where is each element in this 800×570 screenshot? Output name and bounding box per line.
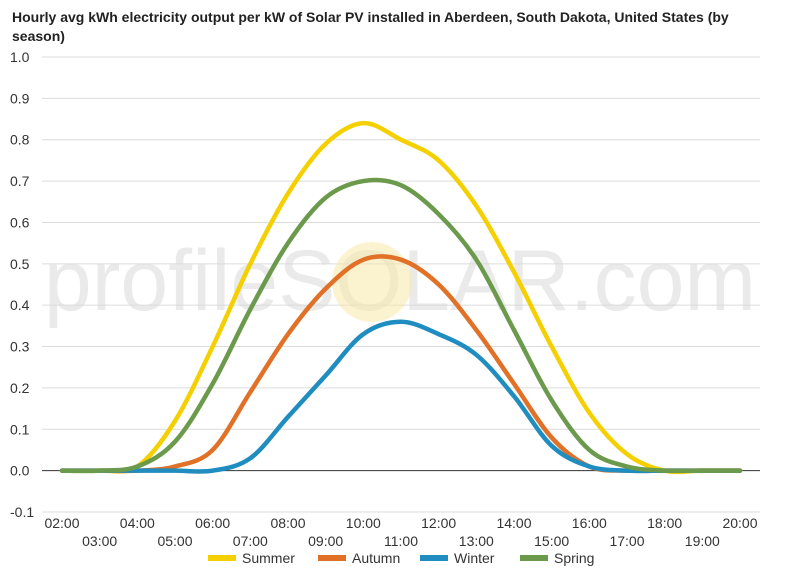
watermark-sun-icon bbox=[332, 242, 412, 322]
x-tick-label: 04:00 bbox=[120, 515, 155, 531]
y-tick-label: 0.0 bbox=[10, 463, 30, 479]
legend-label-summer: Summer bbox=[242, 550, 295, 566]
x-tick-label: 19:00 bbox=[685, 533, 720, 549]
legend-swatch-spring bbox=[520, 555, 548, 561]
x-tick-label: 18:00 bbox=[647, 515, 682, 531]
y-tick-label: 0.7 bbox=[10, 173, 30, 189]
x-tick-label: 17:00 bbox=[609, 533, 644, 549]
y-tick-label: 1.0 bbox=[10, 49, 30, 65]
y-tick-label: 0.8 bbox=[10, 132, 30, 148]
series-line-spring bbox=[59, 177, 743, 474]
x-tick-label: 05:00 bbox=[157, 533, 192, 549]
x-tick-label: 15:00 bbox=[534, 533, 569, 549]
x-tick-label: 14:00 bbox=[496, 515, 531, 531]
y-tick-label: 0.9 bbox=[10, 90, 30, 106]
legend-swatch-autumn bbox=[318, 555, 346, 561]
y-tick-label: 0.5 bbox=[10, 256, 30, 272]
chart-title: Hourly avg kWh electricity output per kW… bbox=[12, 9, 729, 44]
y-tick-label: 0.6 bbox=[10, 214, 30, 230]
x-tick-label: 09:00 bbox=[308, 533, 343, 549]
x-tick-label: 07:00 bbox=[233, 533, 268, 549]
y-tick-label: 0.4 bbox=[10, 297, 30, 313]
x-tick-label: 06:00 bbox=[195, 515, 230, 531]
y-tick-label: 0.2 bbox=[10, 380, 30, 396]
series-line-summer bbox=[59, 120, 743, 475]
x-tick-label: 10:00 bbox=[346, 515, 381, 531]
y-tick-label: 0.3 bbox=[10, 339, 30, 355]
x-tick-label: 08:00 bbox=[270, 515, 305, 531]
legend-label-spring: Spring bbox=[554, 550, 594, 566]
y-tick-label: -0.1 bbox=[10, 504, 34, 520]
x-tick-label: 20:00 bbox=[722, 515, 757, 531]
legend-swatch-winter bbox=[420, 555, 448, 561]
y-tick-label: 0.1 bbox=[10, 421, 30, 437]
x-tick-label: 11:00 bbox=[384, 533, 418, 549]
legend-swatch-summer bbox=[208, 555, 236, 561]
legend-label-winter: Winter bbox=[454, 550, 495, 566]
series-line-winter bbox=[59, 319, 743, 474]
x-tick-label: 02:00 bbox=[44, 515, 79, 531]
x-tick-label: 12:00 bbox=[421, 515, 456, 531]
x-tick-label: 13:00 bbox=[459, 533, 494, 549]
x-tick-label: 16:00 bbox=[572, 515, 607, 531]
x-tick-label: 03:00 bbox=[82, 533, 117, 549]
legend-label-autumn: Autumn bbox=[352, 550, 400, 566]
